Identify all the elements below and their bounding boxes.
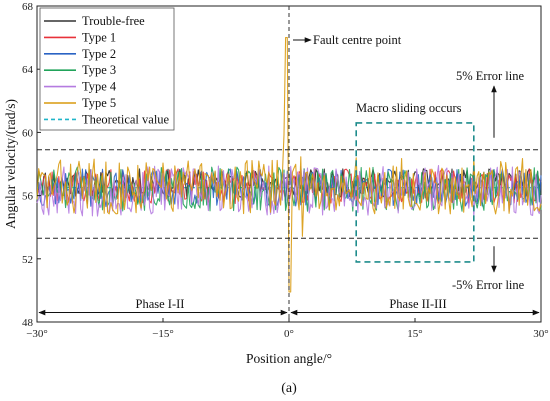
- legend-items: Trouble-free Type 1 Type 2 Type 3 Type 4 Type…: [44, 14, 170, 126]
- y-axis-label: Angular velocity/(rad/s): [3, 99, 18, 229]
- annotations: Fault centre point 5% Error line Macro s…: [38, 33, 540, 316]
- macro-sliding-label: Macro sliding occurs: [356, 101, 462, 115]
- legend-label: Type 3: [82, 63, 116, 77]
- legend-label: Trouble-free: [82, 14, 145, 28]
- phase-left-label: Phase I-II: [136, 297, 185, 311]
- axis-ticks: −30° −15° 0° 15° 30° 48 52 56 60 64 68: [22, 1, 549, 340]
- legend-label: Type 2: [82, 47, 116, 61]
- x-tick-label: 0°: [284, 328, 294, 340]
- x-axis-label: Position angle/°: [246, 351, 332, 366]
- x-tick-label: 15°: [407, 328, 422, 340]
- x-tick-label: −30°: [26, 328, 48, 340]
- y-tick-label: 52: [22, 254, 33, 266]
- legend-box: [39, 7, 175, 131]
- y-tick-label: 60: [22, 127, 34, 139]
- figure-caption: (a): [281, 381, 297, 396]
- series-layer: [36, 37, 542, 293]
- y-tick-label: 56: [22, 191, 34, 203]
- reference-lines: [37, 6, 541, 322]
- legend: Trouble-free Type 1 Type 2 Type 3 Type 4 Type…: [39, 7, 175, 131]
- macro-sliding-box: [355, 122, 475, 263]
- error-upper-label: 5% Error line: [456, 69, 524, 83]
- error-lower-label: -5% Error line: [452, 278, 525, 292]
- legend-label: Type 4: [82, 80, 117, 94]
- fault-centre-label: Fault centre point: [313, 33, 402, 47]
- y-tick-label: 64: [22, 64, 34, 76]
- y-tick-label: 48: [22, 317, 34, 329]
- series-line-type-5: [36, 37, 542, 293]
- phase-right-label: Phase II-III: [389, 297, 446, 311]
- x-tick-label: −15°: [152, 328, 174, 340]
- legend-label: Type 1: [82, 30, 116, 44]
- x-tick-label: 30°: [533, 328, 548, 340]
- legend-label: Theoretical value: [82, 112, 170, 126]
- legend-label: Type 5: [82, 96, 116, 110]
- y-tick-label: 68: [22, 1, 34, 13]
